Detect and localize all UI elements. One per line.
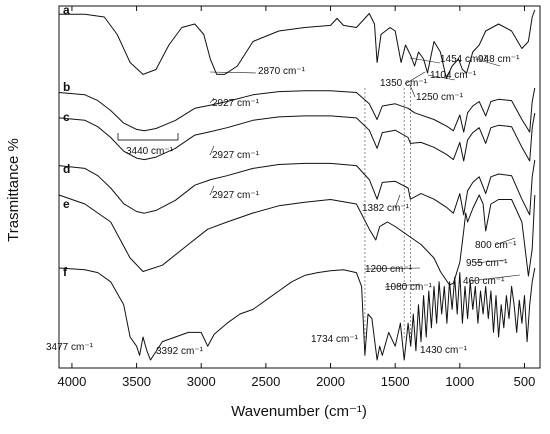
annotation-leader — [494, 237, 516, 246]
peak-annotation: 1250 cm⁻¹ — [416, 92, 464, 103]
peak-annotation: 948 cm⁻¹ — [478, 54, 520, 65]
annotation-leader — [409, 84, 416, 98]
x-tick-label: 3000 — [187, 374, 216, 389]
peak-annotation: 2927 cm⁻¹ — [212, 190, 260, 201]
spectra-traces — [58, 9, 536, 361]
peak-annotation: 3477 cm⁻¹ — [46, 342, 94, 353]
annotation-leader — [209, 145, 215, 156]
annotation-leader — [474, 259, 506, 264]
x-tick-label: 1500 — [381, 374, 410, 389]
peak-annotation: 460 cm⁻¹ — [463, 276, 505, 287]
annotation-leader — [364, 267, 421, 270]
spectrum-a — [59, 9, 536, 80]
spectrum-b — [58, 87, 536, 133]
peak-annotation: 2927 cm⁻¹ — [212, 98, 260, 109]
spectrum-d — [58, 159, 536, 216]
series-letter-b: b — [63, 80, 70, 94]
series-letters: a b c d e f — [63, 3, 70, 279]
peak-annotation: 3440 cm⁻¹ — [126, 146, 174, 157]
spectrum-e — [58, 194, 536, 286]
peak-annotation: 800 cm⁻¹ — [475, 240, 517, 251]
plot-frame — [58, 5, 541, 369]
annotation-leader — [209, 71, 257, 74]
x-tick-label: 500 — [514, 374, 536, 389]
peak-annotation: 1104 cm⁻¹ — [430, 70, 477, 81]
annotation-leader — [404, 71, 426, 85]
x-tick-label: 3500 — [122, 374, 151, 389]
series-letter-c: c — [63, 110, 70, 124]
x-tick-label: 1000 — [445, 374, 474, 389]
peak-annotation: 1200 cm⁻¹ — [365, 264, 413, 275]
x-axis-label: Wavenumber (cm⁻¹) — [231, 403, 367, 420]
series-letter-f: f — [63, 265, 68, 279]
band-bracket — [117, 133, 179, 141]
series-letter-e: e — [63, 197, 70, 211]
x-tick-label: 4000 — [57, 374, 86, 389]
peak-annotation: 955 cm⁻¹ — [466, 258, 508, 269]
peak-annotation: 1350 cm⁻¹ — [380, 78, 428, 89]
spectrum-c — [58, 112, 536, 162]
peak-annotation: 1734 cm⁻¹ — [311, 334, 359, 345]
annotations: 2870 cm⁻¹ 1454 cm⁻¹ 1350 cm⁻¹ 1250 cm⁻¹ 1104… — [46, 54, 520, 357]
annotation-leader — [394, 194, 401, 209]
peak-annotation: 1080 cm⁻¹ — [385, 282, 433, 293]
x-tick-label: 2000 — [316, 374, 345, 389]
spectrum-f — [58, 267, 536, 361]
y-axis-label: Trasmittance % — [5, 138, 22, 242]
x-tick-label: 2500 — [251, 374, 280, 389]
annotation-leader — [469, 274, 521, 282]
peak-annotation: 2927 cm⁻¹ — [212, 150, 260, 161]
annotation-leader — [209, 185, 215, 196]
annotation-leader — [409, 57, 441, 64]
annotation-leader — [475, 58, 501, 67]
series-letter-d: d — [63, 162, 70, 176]
peak-annotation: 3392 cm⁻¹ — [156, 346, 204, 357]
reference-lines — [364, 88, 411, 340]
peak-annotation: 2870 cm⁻¹ — [258, 66, 306, 77]
series-letter-a: a — [63, 3, 70, 17]
annotation-leader — [427, 74, 456, 81]
peak-annotation: 1430 cm⁻¹ — [420, 345, 468, 356]
peak-annotation: 1382 cm⁻¹ — [362, 203, 410, 214]
x-axis-ticks: 4000 3500 3000 2500 2000 1500 1000 500 — [57, 6, 535, 389]
annotation-leader — [384, 283, 421, 288]
annotation-leader — [209, 97, 215, 104]
peak-annotation: 1454 cm⁻¹ — [440, 54, 488, 65]
